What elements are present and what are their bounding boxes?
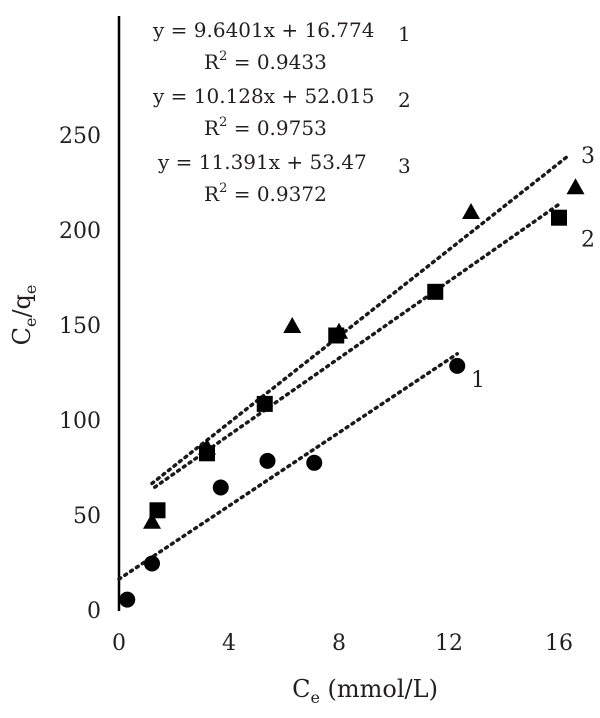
- point-series-3: [330, 322, 348, 339]
- point-series-3: [143, 512, 161, 529]
- point-series-2: [149, 502, 166, 519]
- x-tick-label: 12: [435, 631, 463, 656]
- r-squared-3: R2 = 0.9372: [204, 181, 327, 206]
- y-tick-label: 150: [59, 314, 101, 339]
- y-tick-label: 200: [59, 219, 101, 244]
- trendlines: [117, 152, 572, 581]
- y-tick-labels: 0 50 100 150 200 250: [59, 124, 101, 624]
- point-series-1: [212, 479, 229, 496]
- equation-1: y = 9.6401x + 16.774: [152, 18, 374, 42]
- point-series-1: [306, 454, 323, 471]
- y-tick-label: 50: [73, 504, 101, 529]
- point-series-2: [256, 395, 273, 412]
- equation-2-id: 2: [398, 88, 411, 112]
- r-squared-2: R2 = 0.9753: [204, 115, 327, 140]
- point-series-3: [283, 317, 302, 333]
- trendline-series-1: [117, 352, 459, 581]
- x-tick-label: 8: [332, 631, 346, 656]
- equation-2: y = 10.128x + 52.015: [152, 84, 374, 108]
- x-tick-labels: 0 4 8 12 16: [112, 631, 573, 656]
- point-series-2: [551, 209, 567, 226]
- x-tick-label: 4: [222, 631, 236, 656]
- trendline-series-3: [150, 152, 572, 486]
- y-axis-title: Ce/qe: [8, 285, 40, 346]
- r-squared-1: R2 = 0.9433: [204, 49, 327, 74]
- series-label-1: 1: [471, 368, 485, 393]
- trendline-series-2: [153, 200, 564, 489]
- point-series-1: [259, 452, 276, 469]
- series-labels: 1 2 3: [471, 144, 595, 393]
- y-tick-label: 250: [59, 124, 101, 149]
- x-tick-label: 16: [545, 631, 573, 656]
- equation-1-id: 1: [398, 22, 411, 46]
- series-label-2: 2: [581, 228, 595, 253]
- data-points: [119, 178, 585, 608]
- point-series-2: [427, 283, 444, 300]
- point-series-1: [144, 555, 160, 572]
- point-series-3: [566, 178, 585, 195]
- point-series-3: [198, 438, 216, 455]
- point-series-1: [119, 591, 136, 608]
- equation-3: y = 11.391x + 53.47: [157, 150, 367, 174]
- equation-block: y = 9.6401x + 16.774 R2 = 0.9433 1 y = 1…: [152, 18, 411, 206]
- equation-3-id: 3: [398, 154, 411, 178]
- series-label-3: 3: [581, 144, 595, 169]
- x-axis-title: Ce (mmol/L): [292, 675, 438, 707]
- point-series-3: [462, 203, 480, 219]
- point-series-1: [449, 357, 466, 374]
- y-tick-label: 100: [59, 409, 101, 434]
- x-tick-label: 0: [112, 631, 126, 656]
- y-tick-label: 0: [87, 599, 101, 624]
